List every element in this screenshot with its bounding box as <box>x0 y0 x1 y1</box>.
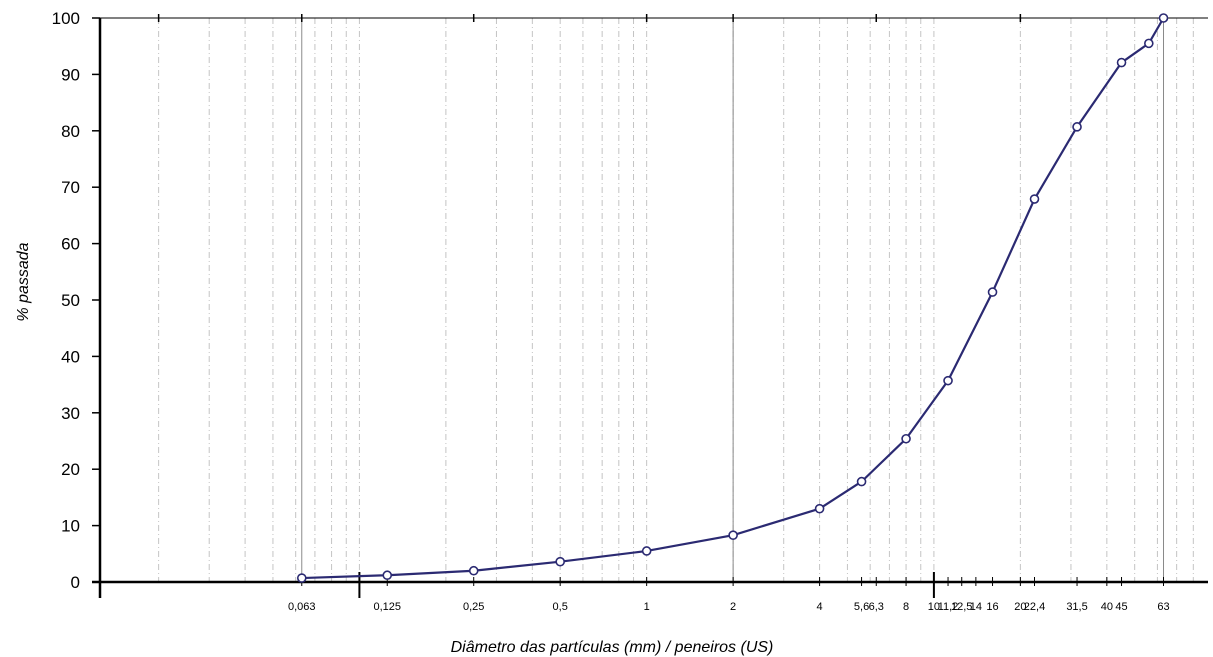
x-tick-label: 22,4 <box>1024 601 1045 613</box>
data-point <box>382 570 393 581</box>
y-tick-label: 30 <box>61 404 80 423</box>
y-tick-label: 100 <box>52 9 80 28</box>
y-axis-title: % passada <box>15 242 32 321</box>
data-point <box>943 375 953 386</box>
x-tick-label: 40 <box>1101 601 1113 613</box>
x-axis-title: Diâmetro das partículas (mm) / peneiros … <box>451 639 774 656</box>
x-tick-label: 6,3 <box>869 601 884 613</box>
data-point <box>641 546 652 556</box>
y-axis-ticks: 0 10 20 30 40 50 60 70 80 90 100 <box>52 9 100 592</box>
data-point <box>1029 194 1040 204</box>
data-point <box>555 556 565 567</box>
data-point <box>296 573 307 583</box>
x-tick-label: 0,5 <box>553 601 568 613</box>
x-tick-label: 1 <box>644 601 650 613</box>
data-point <box>987 287 998 297</box>
x-tick-label: 16 <box>986 601 998 613</box>
grid-lines <box>158 18 1194 582</box>
data-point <box>728 530 738 540</box>
data-point <box>814 503 825 514</box>
series-layer <box>296 13 1169 583</box>
data-point <box>901 433 911 444</box>
data-point <box>1116 57 1127 68</box>
x-tick-label: 0,063 <box>288 601 316 613</box>
data-point <box>856 476 867 487</box>
y-tick-label: 90 <box>61 65 80 84</box>
data-point <box>1144 38 1154 49</box>
x-tick-label: 63 <box>1157 601 1169 613</box>
x-tick-label: 0,25 <box>463 601 484 613</box>
x-tick-label: 45 <box>1115 601 1127 613</box>
y-tick-label: 60 <box>61 235 80 254</box>
x-tick-label: 4 <box>817 601 823 613</box>
x-tick-label: 14 <box>970 601 982 613</box>
y-tick-label: 40 <box>61 347 80 366</box>
y-tick-label: 0 <box>71 573 80 592</box>
y-tick-label: 80 <box>61 122 80 141</box>
series-line <box>301 17 1165 580</box>
x-tick-label: 0,125 <box>373 601 401 613</box>
x-tick-label: 20 <box>1014 601 1026 613</box>
x-tick-label: 12,5 <box>951 601 972 613</box>
x-tick-label: 5,6 <box>854 601 869 613</box>
y-tick-label: 20 <box>61 460 80 479</box>
y-tick-label: 50 <box>61 291 80 310</box>
x-tick-label: 10 <box>928 601 940 613</box>
y-tick-label: 70 <box>61 178 80 197</box>
x-tick-label: 8 <box>903 601 909 613</box>
data-point <box>1158 13 1169 23</box>
axes <box>92 14 1208 598</box>
data-point <box>468 565 479 576</box>
data-point <box>1072 122 1082 132</box>
x-tick-label: 31,5 <box>1066 601 1087 613</box>
x-tick-label: 2 <box>730 601 736 613</box>
y-tick-label: 10 <box>61 517 80 536</box>
x-tick-label: 11,2 <box>938 601 959 613</box>
